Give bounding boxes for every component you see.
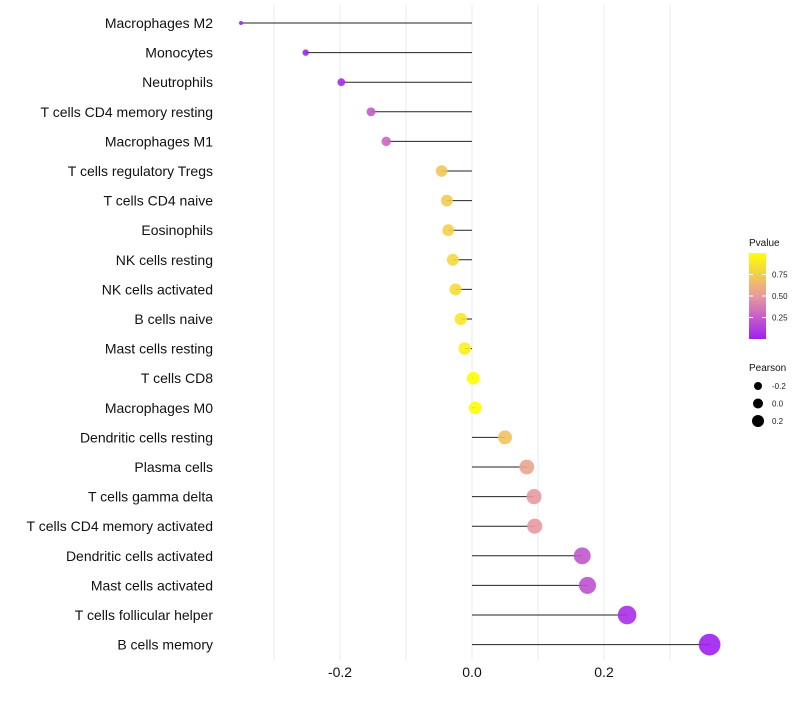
point: [578, 576, 597, 594]
point: [441, 194, 453, 207]
point: [519, 459, 535, 475]
point: [466, 371, 480, 385]
point: [617, 605, 637, 625]
y-tick-label: NK cells activated: [102, 281, 213, 297]
size-legend-dot: [753, 398, 763, 409]
point: [454, 312, 467, 326]
color-tick-label: 0.50: [772, 292, 788, 301]
point: [468, 401, 482, 415]
y-tick-label: Mast cells activated: [91, 577, 213, 593]
size-legend-dot: [752, 415, 764, 427]
y-tick-label: Monocytes: [145, 45, 213, 61]
points: [239, 21, 721, 656]
stems: [241, 22, 710, 646]
point: [498, 430, 512, 445]
grid-lines: [273, 5, 671, 660]
y-tick-label: Dendritic cells resting: [80, 429, 213, 445]
point: [302, 49, 309, 56]
point: [526, 489, 542, 505]
point: [337, 78, 346, 87]
point: [239, 21, 243, 25]
size-legend-label: -0.2: [772, 382, 786, 391]
y-tick-label: T cells CD4 memory activated: [27, 518, 213, 534]
y-tick-label: Eosinophils: [141, 222, 213, 238]
x-tick-label: -0.2: [328, 664, 352, 680]
y-tick-label: Mast cells resting: [105, 341, 213, 357]
y-tick-label: T cells CD8: [141, 370, 213, 386]
y-tick-label: T cells regulatory Tregs: [68, 163, 213, 179]
y-tick-label: NK cells resting: [116, 252, 213, 268]
y-tick-label: Neutrophils: [142, 74, 213, 90]
point: [698, 633, 721, 656]
point: [435, 165, 448, 177]
x-axis-labels: -0.2 0.0 0.2: [328, 664, 614, 680]
point: [381, 136, 391, 147]
color-bar-ticks: 0.25 0.50 0.75: [749, 271, 788, 323]
size-legend-dot: [754, 382, 762, 390]
size-legend-items: -0.2 0.0 0.2: [752, 382, 786, 427]
y-tick-label: B cells naive: [134, 311, 213, 327]
size-legend-title: Pearson: [749, 363, 786, 374]
size-legend-label: 0.0: [772, 400, 784, 409]
x-tick-label: 0.0: [462, 664, 482, 680]
x-tick-label: 0.2: [594, 664, 614, 680]
point: [442, 224, 455, 237]
y-tick-label: T cells gamma delta: [88, 489, 213, 505]
color-bar: [749, 253, 766, 339]
y-tick-label: T cells CD4 memory resting: [41, 104, 213, 120]
y-tick-label: Dendritic cells activated: [66, 548, 213, 564]
color-legend-title: Pvalue: [749, 238, 780, 249]
legend: Pvalue 0.25 0.50 0.75 Pearson -0.2 0.0 0.2: [749, 238, 788, 427]
y-tick-label: Plasma cells: [134, 459, 213, 475]
color-tick-label: 0.75: [772, 271, 788, 280]
color-tick-label: 0.25: [772, 314, 788, 323]
point: [527, 518, 543, 534]
y-tick-label: T cells follicular helper: [75, 607, 214, 623]
y-axis-labels: Macrophages M2 Monocytes Neutrophils T cell…: [27, 15, 214, 653]
y-tick-label: Macrophages M1: [105, 133, 213, 149]
point: [458, 342, 471, 355]
y-tick-label: B cells memory: [117, 637, 213, 653]
point: [446, 253, 459, 266]
point: [449, 283, 462, 296]
y-tick-label: Macrophages M2: [105, 15, 213, 31]
y-tick-label: T cells CD4 naive: [104, 193, 214, 209]
point: [366, 107, 376, 117]
point: [573, 547, 591, 565]
y-tick-label: Macrophages M0: [105, 400, 213, 416]
size-legend-label: 0.2: [772, 417, 784, 426]
